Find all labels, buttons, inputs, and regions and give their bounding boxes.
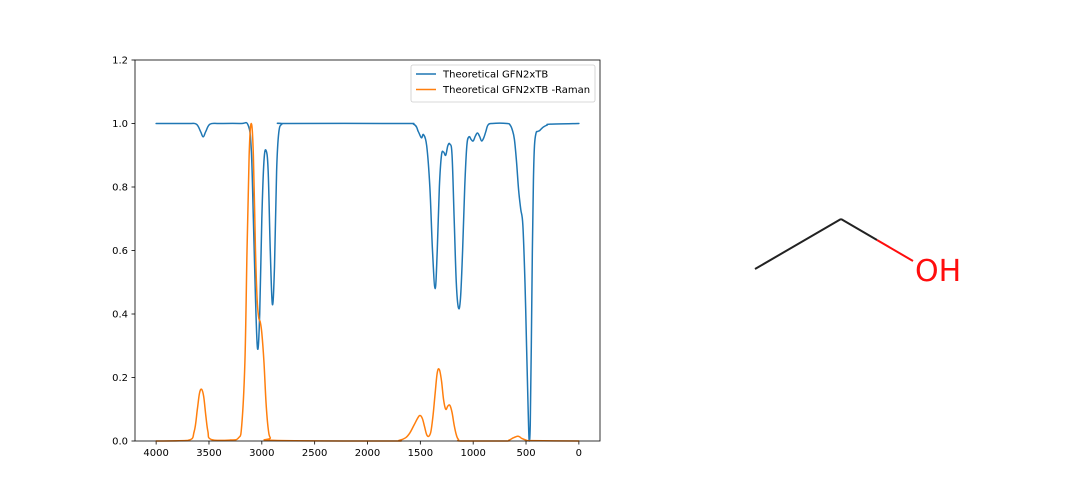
ir-raman-chart: 0.0 0.2 0.4 0.6 0.8 1.0 1.2 4000 3500 3000 2500 20… [112, 56, 601, 459]
x-tick-label: 4000 [143, 448, 168, 459]
x-tick-label: 500 [516, 448, 535, 459]
x-axis-ticks: 4000 3500 3000 2500 2000 1500 1000 500 0 [143, 441, 582, 459]
x-tick-label: 3500 [196, 448, 221, 459]
legend: Theoretical GFN2xTB Theoretical GFN2xTB -… [410, 64, 596, 103]
bond-c1-c2 [754, 218, 842, 270]
plot-area-frame [134, 59, 601, 442]
y-tick-label: 0.6 [112, 246, 128, 257]
x-tick-label: 3000 [249, 448, 274, 459]
x-tick-label: 1000 [460, 448, 485, 459]
x-tick-label: 1500 [408, 448, 433, 459]
molecule-structure: OH [754, 218, 961, 289]
y-tick-label: 0.4 [112, 310, 128, 321]
bond-c2-o-oxygen-half [876, 239, 914, 262]
series-line-2 [155, 122, 580, 442]
y-tick-label: 0.2 [112, 373, 128, 384]
x-tick-label: 2500 [302, 448, 327, 459]
y-axis-ticks: 0.0 0.2 0.4 0.6 0.8 1.0 1.2 [112, 56, 135, 448]
legend-label: Theoretical GFN2xTB [442, 70, 548, 81]
legend-box [410, 64, 596, 103]
bond-c2-o-carbon-half [840, 218, 878, 241]
y-tick-label: 0.0 [112, 437, 128, 448]
chart-series [155, 121, 580, 442]
y-tick-label: 1.0 [112, 119, 128, 130]
y-tick-label: 1.2 [112, 56, 128, 67]
x-tick-label: 2000 [355, 448, 380, 459]
y-tick-label: 0.8 [112, 183, 128, 194]
hydroxyl-label: OH [915, 254, 961, 289]
series-line-1 [155, 121, 580, 442]
legend-label: Theoretical GFN2xTB -Raman [442, 85, 590, 96]
x-tick-label: 0 [576, 448, 582, 459]
